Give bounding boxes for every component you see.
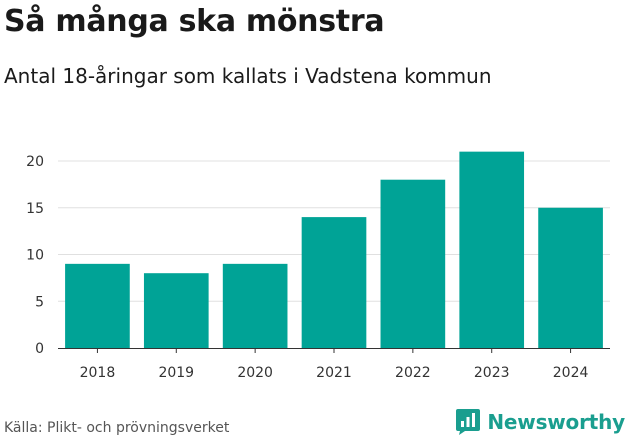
x-tick-label: 2018 <box>80 365 116 381</box>
bar <box>459 151 525 348</box>
x-tick-label: 2020 <box>237 365 273 381</box>
x-tick-label: 2019 <box>158 365 194 381</box>
x-tick-label: 2022 <box>395 365 431 381</box>
y-tick-label: 0 <box>35 341 44 357</box>
bar <box>380 179 446 348</box>
chart-subtitle: Antal 18-åringar som kallats i Vadstena … <box>4 64 492 88</box>
brand-name: Newsworthy <box>487 410 625 434</box>
y-tick-label: 15 <box>26 201 44 217</box>
brand-logo: Newsworthy <box>455 408 625 436</box>
y-tick-label: 10 <box>26 248 44 264</box>
y-tick-label: 20 <box>26 154 44 170</box>
bar <box>65 263 130 348</box>
bar <box>222 263 288 348</box>
source-note: Källa: Plikt- och prövningsverket <box>4 420 230 436</box>
x-tick-label: 2021 <box>316 365 352 381</box>
bar <box>301 217 367 348</box>
bar <box>538 207 603 348</box>
x-tick-label: 2023 <box>474 365 510 381</box>
bar-chart-speech-icon <box>456 409 481 435</box>
bar <box>143 273 209 348</box>
chart-title: Så många ska mönstra <box>4 4 385 39</box>
y-tick-label: 5 <box>35 294 44 310</box>
x-tick-label: 2024 <box>553 365 589 381</box>
